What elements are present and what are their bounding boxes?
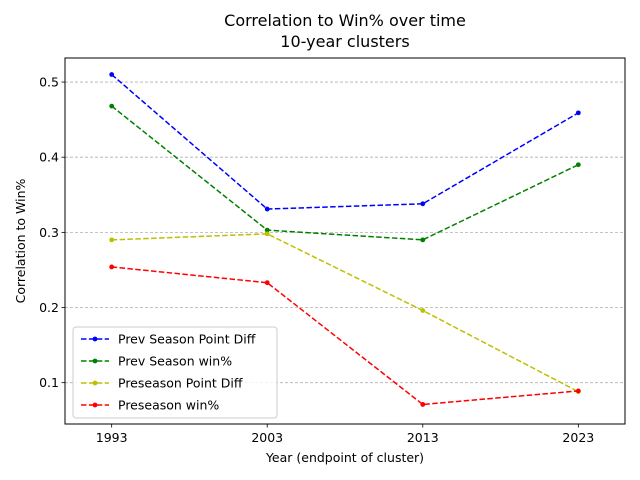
series-preseason-win: [109, 264, 581, 407]
data-point: [264, 280, 270, 286]
legend-label: Preseason Point Diff: [118, 376, 243, 391]
legend-entry: Preseason Point Diff: [81, 376, 243, 391]
data-point: [420, 201, 426, 207]
data-point: [109, 237, 115, 243]
x-tick-label: 2003: [251, 430, 283, 445]
chart-subtitle: 10-year clusters: [280, 32, 409, 51]
legend-marker: [92, 358, 98, 364]
series-line: [111, 105, 579, 241]
x-tick-label: 1993: [96, 430, 128, 445]
data-point: [264, 231, 270, 237]
legend: Prev Season Point Diff Prev Season win% Pr…: [72, 326, 278, 419]
x-tick-label: 2023: [562, 430, 594, 445]
data-point: [264, 227, 270, 233]
y-tick-label: 0.4: [39, 150, 59, 165]
series-line: [111, 233, 579, 393]
data-point: [420, 308, 426, 313]
legend-box: [72, 326, 278, 419]
data-point: [264, 206, 270, 212]
plot-frame: [64, 57, 626, 425]
series-line: [111, 266, 579, 406]
x-axis-ticks: 1993 2003 2013 2023: [96, 424, 594, 445]
legend-entry: Prev Season win%: [81, 354, 232, 369]
legend-entry: Prev Season Point Diff: [81, 332, 256, 347]
data-point: [575, 162, 581, 168]
data-point: [420, 237, 426, 243]
legend-label: Preseason win%: [118, 398, 219, 413]
legend-entry: Preseason win%: [81, 398, 219, 413]
data-point: [109, 264, 115, 270]
legend-marker: [92, 380, 98, 386]
legend-label: Prev Season win%: [118, 354, 232, 369]
legend-label: Prev Season Point Diff: [118, 332, 256, 347]
data-point: [575, 110, 581, 116]
series-prev-season-win: [109, 103, 581, 243]
y-tick-label: 0.5: [39, 75, 59, 90]
y-tick-label: 0.1: [39, 375, 59, 390]
x-tick-label: 2013: [407, 430, 439, 445]
y-tick-label: 0.3: [39, 225, 59, 240]
y-tick-label: 0.2: [39, 300, 59, 315]
chart-title: Correlation to Win% over time: [224, 11, 466, 30]
x-axis-label: Year (endpoint of cluster): [265, 450, 424, 465]
series-layer: [109, 72, 581, 407]
legend-marker: [92, 402, 98, 408]
data-point: [109, 103, 115, 109]
data-point: [109, 72, 115, 77]
data-point: [575, 388, 581, 394]
data-point: [420, 402, 426, 407]
y-axis-ticks: 0.1 0.2 0.3 0.4 0.5: [39, 75, 65, 390]
gridlines: [65, 81, 625, 384]
series-line: [111, 73, 579, 210]
legend-marker: [92, 336, 98, 342]
y-axis-label: Correlation to Win%: [13, 178, 28, 303]
series-prev-season-point-diff: [109, 72, 581, 212]
